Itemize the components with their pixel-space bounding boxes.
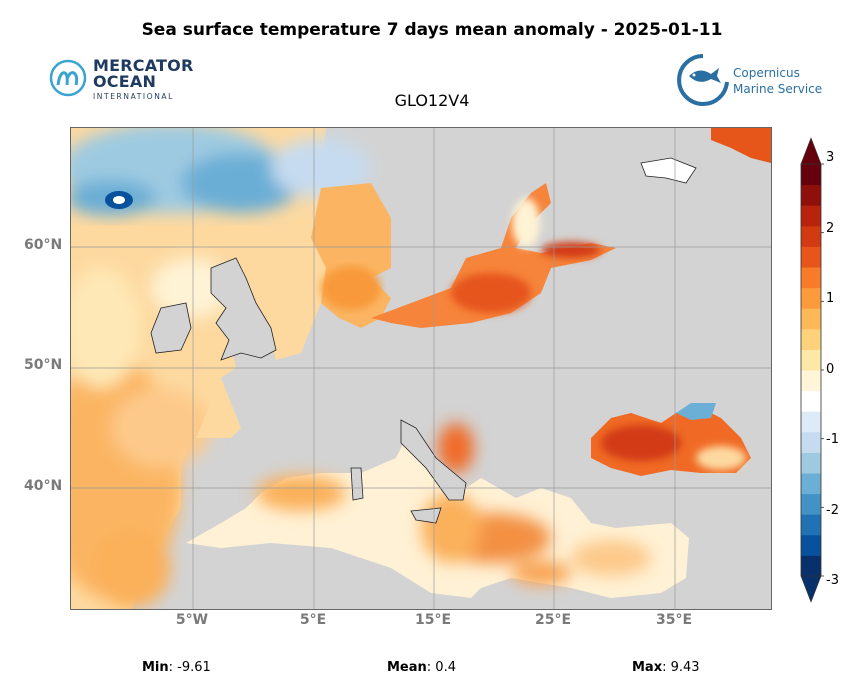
ireland [150, 302, 192, 354]
lon-label-5w: 5°W [175, 612, 209, 628]
colorbar-tick-1: 1 [826, 291, 835, 306]
mercator-wave-icon [49, 59, 87, 97]
italy [400, 419, 467, 501]
colorbar-segment [801, 390, 821, 412]
colorbar-max-arrow [800, 137, 822, 165]
colorbar-segment [801, 493, 821, 515]
copernicus-name-line1: Copernicus [733, 66, 800, 80]
colorbar-segment [801, 370, 821, 392]
mercator-ocean-logo: MERCATOR OCEAN INTERNATIONAL [48, 58, 198, 104]
lat-label-50n: 50°N [24, 357, 63, 373]
colorbar-tick-minus2: -2 [826, 503, 839, 518]
colorbar-tick-minus1: -1 [826, 432, 839, 447]
stat-mean: Mean: 0.4 [387, 660, 456, 675]
lat-label-40n: 40°N [24, 478, 63, 494]
colorbar-segment [801, 267, 821, 289]
colorbar-segment [801, 287, 821, 309]
lon-label-5e: 5°E [299, 612, 327, 628]
colorbar-segment [801, 205, 821, 227]
colorbar-segment [801, 534, 821, 556]
colorbar-tick-0: 0 [826, 362, 835, 377]
colorbar-min-arrow [800, 575, 822, 603]
stat-max: Max: 9.43 [632, 660, 700, 675]
lon-label-25e: 25°E [534, 612, 572, 628]
copernicus-name-line2: Marine Service [733, 82, 823, 96]
colorbar-segment [801, 514, 821, 536]
colorbar-segment [801, 225, 821, 247]
biscay-coast [196, 378, 241, 438]
lat-label-60n: 60°N [24, 237, 63, 253]
stat-min-value: : -9.61 [168, 660, 211, 675]
lon-label-35e: 35°E [655, 612, 693, 628]
copernicus-fish-icon [677, 54, 729, 106]
colorbar-segment [801, 452, 821, 474]
colorbar-segment [801, 411, 821, 433]
azov-sea [676, 403, 716, 420]
graticule [71, 128, 771, 609]
colorbar [800, 137, 824, 603]
mercator-name-line3: INTERNATIONAL [93, 92, 174, 101]
colorbar-segment [801, 349, 821, 371]
stat-max-value: : 9.43 [662, 660, 700, 675]
stat-min: Min: -9.61 [142, 660, 211, 675]
colorbar-segment [801, 184, 821, 206]
lon-label-15e: 15°E [414, 612, 452, 628]
chart-title: Sea surface temperature 7 days mean anom… [141, 20, 723, 40]
med-anomaly-texture [256, 423, 651, 585]
colorbar-tick-minus3: -3 [826, 573, 839, 588]
sardinia [350, 467, 364, 501]
model-name: GLO12V4 [394, 91, 470, 110]
baltic-anomaly-texture [451, 198, 601, 313]
stat-min-label: Min [142, 660, 169, 675]
stat-max-label: Max [632, 660, 663, 675]
colorbar-segment [801, 473, 821, 495]
white-sea [640, 157, 697, 184]
anomaly-map [70, 127, 772, 610]
sicily [410, 507, 442, 524]
map-svg [71, 128, 771, 609]
stat-mean-label: Mean [387, 660, 427, 675]
colorbar-segment [801, 164, 821, 186]
colorbar-segment [801, 431, 821, 453]
colorbar-segment [801, 555, 821, 577]
colorbar-segment [801, 328, 821, 350]
colorbar-segment [801, 308, 821, 330]
barents-sea [711, 128, 771, 163]
colorbar-tick-2: 2 [826, 221, 835, 236]
mercator-name-line2: OCEAN [93, 72, 157, 91]
stat-mean-value: : 0.4 [426, 660, 456, 675]
great-britain [210, 257, 277, 361]
colorbar-tick-3: 3 [826, 150, 835, 165]
colorbar-segment [801, 246, 821, 268]
baltic-sea [371, 183, 616, 328]
black-sea-texture [601, 425, 746, 470]
cold-spot-core [113, 196, 125, 204]
copernicus-marine-logo: Copernicus Marine Service [675, 52, 835, 108]
mercator-name-line1: MERCATOR [93, 56, 194, 75]
north-sea-warm [321, 266, 381, 310]
